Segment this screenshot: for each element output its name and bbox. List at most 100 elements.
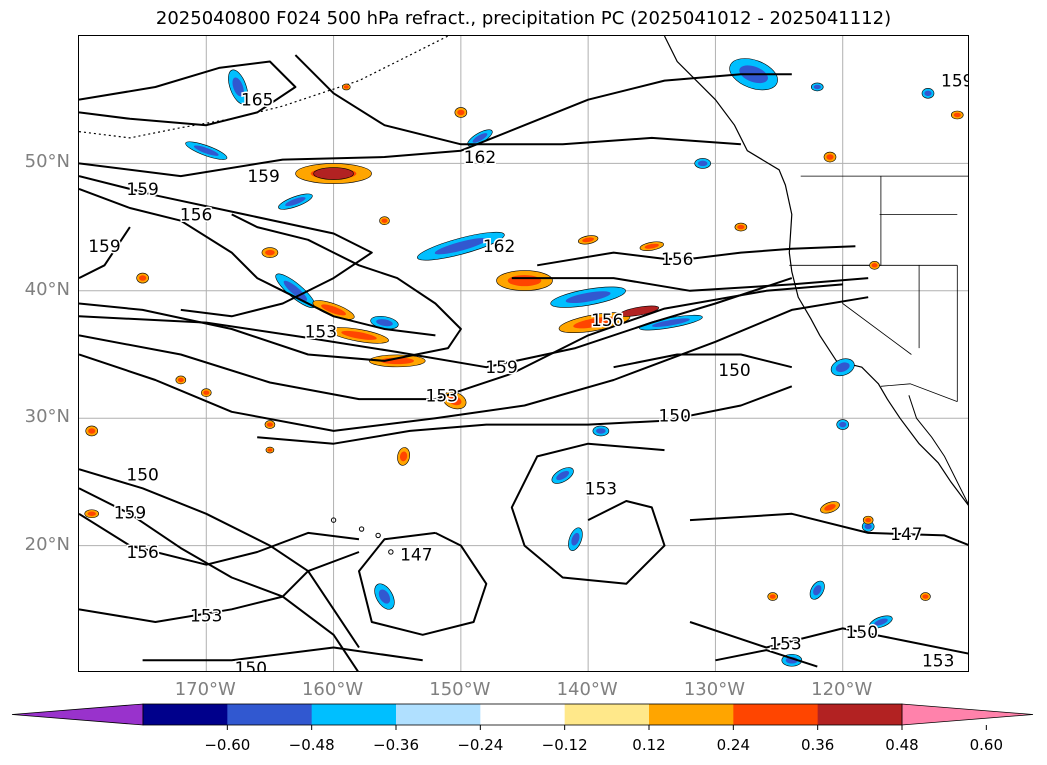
- precip-inner: [573, 316, 616, 329]
- contour-label: 153: [190, 607, 222, 627]
- precip-blob: [200, 388, 212, 398]
- contour-label: 162: [483, 237, 515, 257]
- lon-label: 120°W: [811, 679, 873, 700]
- lon-label: 130°W: [683, 679, 745, 700]
- colorbar-outline: [142, 703, 903, 726]
- map-title: 2025040800 F024 500 hPa refract., precip…: [155, 8, 892, 29]
- precip-inner: [457, 109, 465, 116]
- aleutian-islands: [79, 36, 449, 139]
- contour-label: 159: [247, 167, 279, 187]
- precip-inner: [434, 238, 487, 255]
- contour-label: 156: [661, 250, 693, 270]
- colorbar-segment: [733, 704, 819, 725]
- colorbar-extend-low: [11, 703, 144, 726]
- precip-blob: [136, 272, 149, 284]
- precip-inner: [399, 451, 408, 462]
- coastlines: [79, 36, 968, 555]
- graticule: [79, 36, 968, 671]
- precip-blob: [577, 235, 599, 245]
- contour-label: 153: [922, 651, 954, 671]
- contour-line: [79, 512, 360, 566]
- hawaii-island: [388, 549, 394, 555]
- precip-blob: [619, 305, 660, 317]
- contour-label: 156: [591, 311, 623, 331]
- colorbar-segment: [564, 704, 650, 725]
- contour-label: 150: [846, 623, 878, 643]
- hawaii-island: [375, 532, 381, 539]
- precip-inner: [203, 390, 210, 395]
- precip-inner: [472, 133, 488, 143]
- precip-inner: [871, 263, 878, 268]
- precip-inner: [283, 280, 308, 301]
- contour-line: [79, 296, 869, 432]
- precip-blob: [734, 222, 748, 232]
- contour-label: 159: [114, 503, 146, 523]
- contour-label: 150: [658, 407, 690, 427]
- contour-label: 159: [88, 237, 120, 257]
- contour-line: [511, 277, 869, 292]
- contour-label: 153: [769, 635, 801, 655]
- contour-label: 153: [305, 323, 337, 343]
- contour-line: [358, 531, 488, 636]
- precip-blob: [261, 247, 279, 258]
- precip-inner: [447, 395, 462, 406]
- contour-line: [257, 385, 793, 445]
- colorbar-extend-high: [901, 703, 1034, 726]
- contour-line: [537, 245, 856, 267]
- precip-inner: [571, 532, 580, 546]
- precip-inner: [864, 523, 872, 530]
- contour-line: [79, 551, 360, 623]
- precip-blob: [823, 151, 837, 163]
- contour-label: 153: [585, 479, 617, 499]
- contour-line: [689, 621, 968, 655]
- contour-label: 159: [485, 358, 517, 378]
- precip-blob: [820, 501, 840, 514]
- precip-blob: [861, 521, 875, 532]
- colorbar-tick-label: −0.24: [457, 736, 504, 754]
- precip-inner: [835, 362, 850, 373]
- contour-label: 159: [941, 72, 969, 92]
- precip-blob: [278, 193, 313, 210]
- contour-line: [79, 213, 462, 362]
- contour-label: 156: [126, 543, 158, 563]
- precip-inner: [813, 84, 821, 90]
- contour-line: [79, 60, 297, 127]
- map-panel[interactable]: 165 162 162 159 159 159 156 156 156 159 153 153 150 1…: [78, 35, 969, 672]
- precip-inner: [177, 377, 184, 383]
- contour-labels: 165 162 162 159 159 159 156 156 156 159 153 153 150 1…: [87, 70, 969, 671]
- contour-line: [689, 512, 968, 546]
- colorbar-segment: [227, 704, 313, 725]
- precip-inner: [596, 428, 606, 434]
- precip-inner: [341, 330, 377, 340]
- precip-inner: [953, 112, 961, 118]
- precip-blob: [84, 509, 100, 519]
- precip-blob: [185, 141, 228, 160]
- lat-label: 40°N: [24, 278, 70, 300]
- precip-blob: [920, 592, 931, 601]
- precip-blob: [950, 110, 964, 120]
- lon-label: 140°W: [556, 679, 618, 700]
- colorbar-tick-label: 0.48: [885, 736, 919, 754]
- contour-label: 156: [180, 205, 212, 225]
- precip-blob: [862, 515, 874, 525]
- lat-label: 50°N: [24, 151, 70, 173]
- precip-inner: [87, 511, 96, 516]
- colorbar-segment: [480, 704, 566, 725]
- contour-line: [510, 442, 666, 585]
- lat-label: 20°N: [24, 533, 70, 555]
- contour-label: 150: [126, 465, 158, 485]
- contour-line: [79, 283, 843, 401]
- precip-blob: [341, 83, 351, 91]
- precip-blob: [551, 467, 574, 484]
- precip-blob: [175, 375, 187, 385]
- precip-inner: [644, 243, 659, 249]
- contour-line: [79, 468, 360, 649]
- colorbar: [11, 703, 1034, 730]
- hawaii-island: [330, 517, 337, 523]
- precip-blob: [921, 88, 935, 99]
- precip-blob: [568, 527, 583, 551]
- lat-label: 30°N: [24, 406, 70, 428]
- precip-blob: [810, 82, 824, 92]
- precip-inner: [378, 589, 391, 604]
- precip-blob: [397, 447, 410, 466]
